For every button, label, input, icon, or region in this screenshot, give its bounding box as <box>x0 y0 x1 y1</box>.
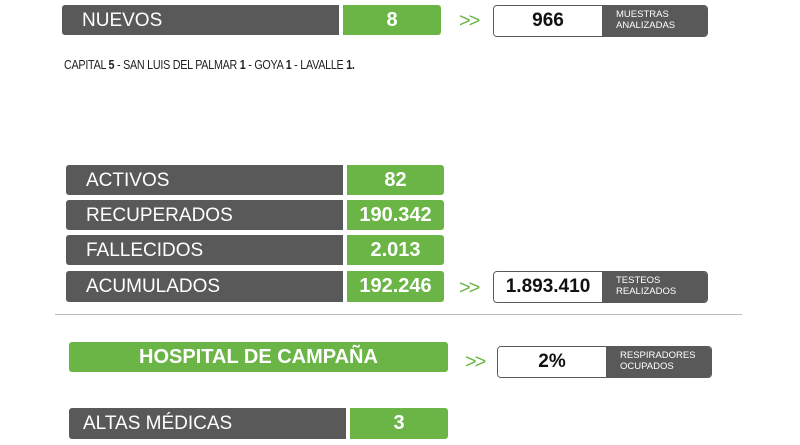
nuevos-label-text: NUEVOS <box>82 9 163 31</box>
town-count: 1 <box>285 58 292 72</box>
testeos-caption: TESTEOS REALIZADOS <box>602 272 707 302</box>
testeos-value: 1.893.410 <box>494 272 602 302</box>
stat-label-activos: ACTIVOS <box>66 165 343 195</box>
muestras-box: 966 MUESTRAS ANALIZADAS <box>493 5 708 37</box>
testeos-box: 1.893.410 TESTEOS REALIZADOS <box>493 271 708 303</box>
hospital-banner: HOSPITAL DE CAMPAÑA <box>69 342 448 372</box>
muestras-caption: MUESTRAS ANALIZADAS <box>602 6 707 36</box>
town-name: SAN LUIS DEL PALMAR <box>123 58 238 72</box>
stat-value-activos: 82 <box>347 165 444 195</box>
town-name: GOYA <box>254 58 283 72</box>
town-name: LAVALLE <box>300 58 344 72</box>
respiradores-value: 2% <box>498 347 606 377</box>
stat-label-recuperados: RECUPERADOS <box>66 200 343 230</box>
respiradores-box: 2% RESPIRADORES OCUPADOS <box>497 346 712 378</box>
hospital-arrow-icon: >> <box>465 350 486 373</box>
stat-value-fallecidos: 2.013 <box>347 235 444 265</box>
muestras-value: 966 <box>494 6 602 36</box>
nuevos-label: NUEVOS <box>62 5 339 35</box>
stat-label-acumulados: ACUMULADOS <box>66 271 343 302</box>
towns-breakdown: CAPITAL 5 - SAN LUIS DEL PALMAR 1 - GOYA… <box>64 58 355 72</box>
town-separator: - <box>248 58 255 72</box>
nuevos-arrow-icon: >> <box>459 9 480 32</box>
town-count: 1 <box>239 58 246 72</box>
respiradores-caption: RESPIRADORES OCUPADOS <box>606 347 711 377</box>
town-count: 1. <box>346 58 355 72</box>
town-separator: - <box>117 58 124 72</box>
town-count: 5 <box>108 58 115 72</box>
stat-value-recuperados: 190.342 <box>347 200 444 230</box>
nuevos-value-text: 8 <box>386 8 398 31</box>
altas-label: ALTAS MÉDICAS <box>69 408 346 439</box>
nuevos-value: 8 <box>343 5 441 35</box>
stat-label-fallecidos: FALLECIDOS <box>66 235 343 265</box>
town-separator: - <box>294 58 301 72</box>
testeos-arrow-icon: >> <box>459 276 480 299</box>
altas-value: 3 <box>350 408 448 439</box>
town-name: CAPITAL <box>64 58 106 72</box>
stat-value-acumulados: 192.246 <box>347 271 444 302</box>
section-divider <box>55 314 742 315</box>
